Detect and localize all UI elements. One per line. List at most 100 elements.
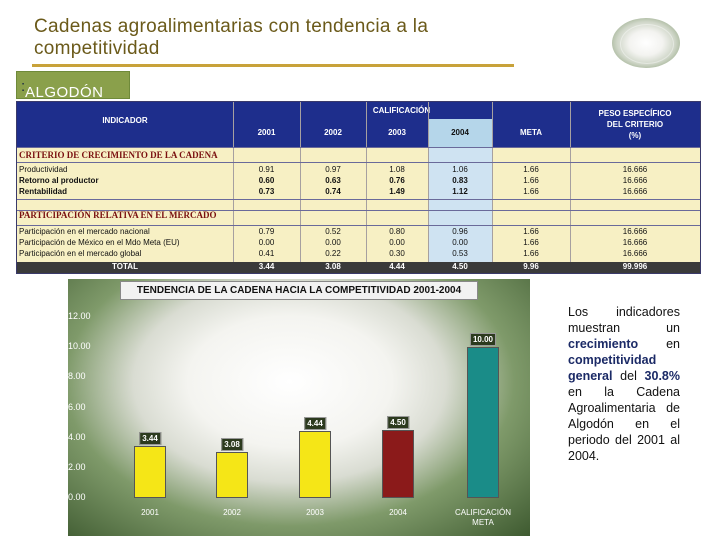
paragraph-text: del	[612, 369, 645, 383]
cell-2002: 0.97	[325, 165, 341, 174]
header-peso-line3: (%)	[628, 131, 642, 140]
row-divider	[17, 147, 700, 148]
header-year-2002: 2002	[300, 119, 366, 147]
summary-paragraph: Los indicadores muestran un crecimiento …	[568, 304, 680, 464]
bar-value-label: 3.08	[221, 437, 243, 451]
cell-2003: 0.30	[389, 249, 405, 258]
x-tick-label: 2001	[141, 508, 159, 517]
competitiveness-bar-chart: TENDENCIA DE LA CADENA HACIA LA COMPETIT…	[68, 279, 530, 536]
header-year-2001: 2001	[233, 119, 300, 147]
header-indicador: INDICADOR	[17, 102, 233, 147]
paragraph-emphasis: 30.8%	[644, 369, 680, 383]
cell-2001: 0.00	[258, 238, 275, 247]
y-tick-label: 6.00	[68, 401, 86, 412]
row-label: Participación en el mercado nacional	[19, 227, 150, 236]
bar-value-label: 4.44	[304, 417, 326, 431]
cell-peso: 16.666	[622, 165, 648, 174]
paragraph-emphasis: competitividad general	[568, 353, 657, 383]
row-label: Retorno al productor	[19, 176, 99, 185]
cell-2004: 0.53	[452, 249, 468, 258]
cell-meta: 1.66	[523, 249, 539, 258]
cell-peso: 16.666	[622, 238, 648, 247]
section-label-colon: :	[21, 78, 26, 95]
total-peso: 99.996	[622, 262, 648, 271]
header-peso-line1: PESO ESPECÍFICO	[598, 109, 672, 118]
section-title-participacion: PARTICIPACIÓN RELATIVA EN EL MERCADO	[19, 210, 217, 220]
section-label: ALGODÓN:	[16, 71, 130, 101]
bar-calificación-meta	[467, 347, 499, 498]
bar-2004	[382, 430, 414, 498]
col-divider	[366, 102, 367, 273]
slide-title: Cadenas agroalimentarias con tendencia a…	[34, 16, 429, 59]
cell-meta: 1.66	[523, 187, 539, 196]
cell-peso: 16.666	[622, 227, 648, 236]
cell-2002: 0.74	[325, 187, 341, 196]
chart-title: TENDENCIA DE LA CADENA HACIA LA COMPETIT…	[120, 281, 478, 300]
header-year-2003: 2003	[366, 119, 428, 147]
x-tick-label: 2004	[389, 508, 407, 517]
bar-2002	[216, 451, 248, 498]
col-divider	[492, 102, 493, 273]
total-2002: 3.08	[325, 262, 341, 271]
title-underline	[32, 64, 514, 67]
cell-2001: 0.73	[258, 187, 275, 196]
cell-meta: 1.66	[523, 238, 539, 247]
cell-2001: 0.79	[258, 227, 275, 236]
header-meta: META	[492, 119, 570, 147]
total-meta: 9.96	[523, 262, 539, 271]
bar-value-label: 4.50	[387, 416, 409, 430]
cell-2004: 0.96	[452, 227, 468, 236]
paragraph-text: en la Cadena Agroalimentaria de Algodón …	[568, 385, 680, 463]
cell-2002: 0.22	[325, 249, 341, 258]
cell-2004: 1.06	[452, 165, 468, 174]
indicator-table: INDICADOR CALIFICACIÓN 2001 2002 2003 20…	[16, 101, 701, 274]
total-2001: 3.44	[258, 262, 275, 271]
header-peso: PESO ESPECÍFICO DEL CRITERIO (%)	[570, 102, 700, 147]
col-divider	[570, 102, 571, 273]
row-divider	[17, 199, 700, 200]
cell-2001: 0.91	[258, 165, 275, 174]
col-divider	[233, 102, 234, 273]
cell-2003: 1.08	[389, 165, 405, 174]
cell-2002: 0.63	[325, 176, 341, 185]
cell-2001: 0.60	[258, 176, 275, 185]
total-2004: 4.50	[452, 262, 468, 271]
cotton-photo-thumbnail	[612, 18, 680, 68]
row-divider	[17, 162, 700, 163]
bar-2003	[299, 431, 331, 498]
y-tick-label: 10.00	[68, 341, 91, 352]
cell-2003: 1.49	[389, 187, 405, 196]
cell-meta: 1.66	[523, 165, 539, 174]
bar-value-label: 10.00	[469, 333, 497, 347]
total-label: TOTAL	[112, 262, 138, 271]
row-divider	[17, 210, 700, 211]
x-tick-label: 2003	[306, 508, 324, 517]
x-tick-label: CALIFICACIÓN META	[454, 508, 512, 527]
total-2003: 4.44	[389, 262, 405, 271]
header-peso-line2: DEL CRITERIO	[606, 120, 664, 129]
cell-meta: 1.66	[523, 176, 539, 185]
col-divider	[428, 102, 429, 273]
cell-2004: 1.12	[452, 187, 468, 196]
y-tick-label: 0.00	[68, 492, 86, 502]
paragraph-emphasis: crecimiento	[568, 337, 639, 351]
row-label: Rentabilidad	[19, 187, 68, 196]
row-label: Participación de México en el Mdo Meta (…	[19, 238, 180, 247]
cell-meta: 1.66	[523, 227, 539, 236]
y-tick-label: 2.00	[68, 461, 86, 472]
section-title-crecimiento: CRITERIO DE CRECIMIENTO DE LA CADENA	[19, 150, 218, 160]
row-label: Productividad	[19, 165, 68, 174]
y-tick-label: 4.00	[68, 431, 86, 442]
col-divider	[300, 102, 301, 273]
y-tick-label: 8.00	[68, 371, 86, 382]
row-label: Participación en el mercado global	[19, 249, 142, 258]
section-label-text: ALGODÓN	[25, 84, 104, 101]
paragraph-text: en	[638, 337, 680, 351]
cell-peso: 16.666	[622, 249, 648, 258]
cell-peso: 16.666	[622, 176, 648, 185]
total-row: TOTAL 3.44 3.08 4.44 4.50 9.96 99.996	[17, 262, 700, 273]
cell-peso: 16.666	[622, 187, 648, 196]
highlight-2004-column	[428, 147, 492, 262]
bar-2001	[134, 446, 166, 498]
cell-2004: 0.00	[452, 238, 468, 247]
